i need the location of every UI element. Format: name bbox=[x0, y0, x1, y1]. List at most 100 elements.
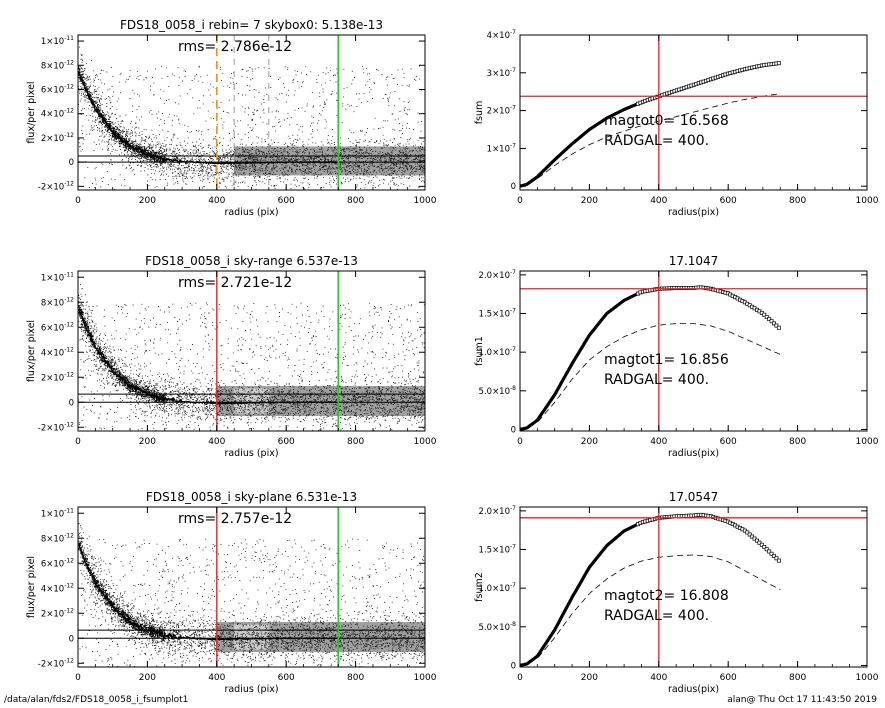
square-marker bbox=[772, 554, 776, 558]
panel-fsum1: magtot1= 16.856 RADGAL= 400. 0 200 400 600 800… bbox=[474, 254, 879, 459]
x-tick-label: 0 bbox=[517, 437, 523, 447]
y-tick-label: 8×10-12 bbox=[41, 59, 74, 71]
y-tick-label: 4×10-12 bbox=[41, 346, 74, 358]
y-tick-label: -2×10-12 bbox=[38, 421, 74, 433]
radgal-label: RADGAL= 400. bbox=[604, 608, 709, 624]
y-axis-label: flux/per pixel bbox=[26, 81, 37, 143]
y-tick-label: 2×10-7 bbox=[487, 105, 517, 117]
plot-area bbox=[78, 271, 425, 431]
radgal-label: RADGAL= 400. bbox=[604, 133, 709, 149]
square-marker bbox=[767, 549, 772, 554]
plot-area bbox=[78, 507, 425, 667]
y-tick-label: 0 bbox=[511, 661, 516, 671]
x-tick-label: 400 bbox=[650, 673, 667, 683]
footer-path: /data/alan/fds2/FDS18_0058_i_fsumplot1 bbox=[4, 695, 189, 705]
x-tick-label: 200 bbox=[581, 673, 598, 683]
x-tick-label: 1000 bbox=[856, 196, 879, 206]
y-tick-label: 0 bbox=[69, 158, 74, 168]
square-marker bbox=[757, 540, 762, 545]
y-axis-label: fsum bbox=[474, 101, 485, 125]
y-tick-label: 2.0×10-7 bbox=[479, 269, 517, 281]
square-markers bbox=[636, 512, 781, 563]
y-tick-label: 4×10-12 bbox=[41, 582, 74, 594]
x-axis-label: radius(pix) bbox=[668, 207, 719, 218]
x-tick-label: 1000 bbox=[856, 673, 879, 683]
panel-fsum: magtot0= 16.568 RADGAL= 400. 0 200 400 600 800… bbox=[474, 29, 879, 218]
square-marker bbox=[759, 542, 764, 547]
x-axis-label: radius(pix) bbox=[668, 684, 719, 695]
mean-profile bbox=[78, 544, 339, 641]
panel-title: 17.1047 bbox=[669, 254, 719, 268]
x-tick-label: 1000 bbox=[414, 196, 437, 206]
dashed-curve bbox=[520, 93, 781, 187]
cumulative-curve bbox=[520, 94, 660, 188]
square-marker bbox=[755, 538, 759, 543]
rms-label: rms= 2.786e-12 bbox=[178, 39, 292, 55]
x-tick-label: 600 bbox=[720, 196, 737, 206]
y-tick-label: 6×10-12 bbox=[41, 321, 74, 333]
y-tick-label: 0 bbox=[511, 182, 516, 192]
y-tick-label: 6×10-12 bbox=[41, 557, 74, 569]
x-tick-label: 0 bbox=[75, 673, 81, 683]
mean-profile bbox=[78, 308, 339, 405]
y-axis-label: fsum2 bbox=[474, 572, 485, 602]
plot-area bbox=[78, 35, 425, 190]
y-tick-label: 0 bbox=[69, 634, 74, 644]
plot-area bbox=[520, 507, 867, 667]
x-tick-label: 400 bbox=[650, 196, 667, 206]
square-marker bbox=[772, 321, 776, 326]
y-tick-label: 6×10-12 bbox=[41, 83, 74, 95]
magtot-label: magtot1= 16.856 bbox=[604, 352, 729, 368]
x-tick-label: 600 bbox=[278, 196, 295, 206]
x-axis-label: radius (pix) bbox=[224, 684, 278, 695]
square-marker bbox=[776, 61, 781, 66]
y-axis-label: flux/per pixel bbox=[26, 556, 37, 618]
y-tick-label: 1×10-11 bbox=[41, 507, 74, 519]
x-tick-label: 1000 bbox=[856, 437, 879, 447]
square-marker bbox=[752, 536, 757, 541]
sky-band bbox=[234, 146, 425, 176]
panel-flux3: 0 200 400 600 800 1000-2×10-1202×10-124×10-12… bbox=[26, 490, 437, 695]
panel-fsum2: magtot2= 16.808 RADGAL= 400. 0 200 400 600 800… bbox=[474, 490, 879, 695]
x-tick-label: 600 bbox=[720, 673, 737, 683]
y-tick-label: 8×10-12 bbox=[41, 532, 74, 544]
y-tick-label: 1.5×10-7 bbox=[479, 308, 517, 320]
x-tick-label: 400 bbox=[208, 196, 225, 206]
square-marker bbox=[762, 312, 767, 317]
x-tick-label: 600 bbox=[278, 673, 295, 683]
y-tick-label: 1.0×10-7 bbox=[479, 582, 517, 594]
rms-label: rms= 2.721e-12 bbox=[178, 275, 292, 291]
square-marker bbox=[776, 325, 781, 330]
y-tick-label: 1×10-7 bbox=[487, 142, 517, 154]
y-tick-label: 2×10-12 bbox=[41, 371, 74, 383]
square-marker bbox=[769, 319, 774, 324]
square-marker bbox=[762, 544, 767, 549]
square-marker bbox=[764, 314, 769, 319]
square-markers bbox=[636, 61, 781, 106]
core-points bbox=[78, 302, 166, 405]
y-tick-label: -2×10-12 bbox=[38, 180, 74, 192]
x-tick-label: 0 bbox=[517, 196, 523, 206]
x-tick-label: 800 bbox=[347, 196, 364, 206]
x-tick-label: 400 bbox=[208, 437, 225, 447]
panel-title: 17.0547 bbox=[669, 490, 719, 504]
square-marker bbox=[764, 547, 769, 552]
x-tick-label: 1000 bbox=[414, 673, 437, 683]
panel-flux1: 0 200 400 600 800 1000-2×10-1202×10-124×10-12… bbox=[26, 18, 437, 218]
x-tick-label: 0 bbox=[517, 673, 523, 683]
y-axis-label: flux/per pixel bbox=[26, 320, 37, 382]
x-tick-label: 200 bbox=[581, 196, 598, 206]
x-tick-label: 200 bbox=[139, 673, 156, 683]
cumulative-curve bbox=[520, 516, 660, 667]
rms-label: rms= 2.757e-12 bbox=[178, 511, 292, 527]
x-tick-label: 800 bbox=[789, 673, 806, 683]
x-axis-label: radius (pix) bbox=[224, 448, 278, 459]
x-tick-label: 800 bbox=[347, 673, 364, 683]
y-tick-label: 1×10-11 bbox=[41, 271, 74, 283]
dashed-curve bbox=[520, 554, 781, 666]
y-tick-label: 8×10-12 bbox=[41, 296, 74, 308]
x-tick-label: 800 bbox=[789, 196, 806, 206]
scatter-points bbox=[78, 283, 425, 431]
cumulative-curve bbox=[520, 287, 660, 431]
